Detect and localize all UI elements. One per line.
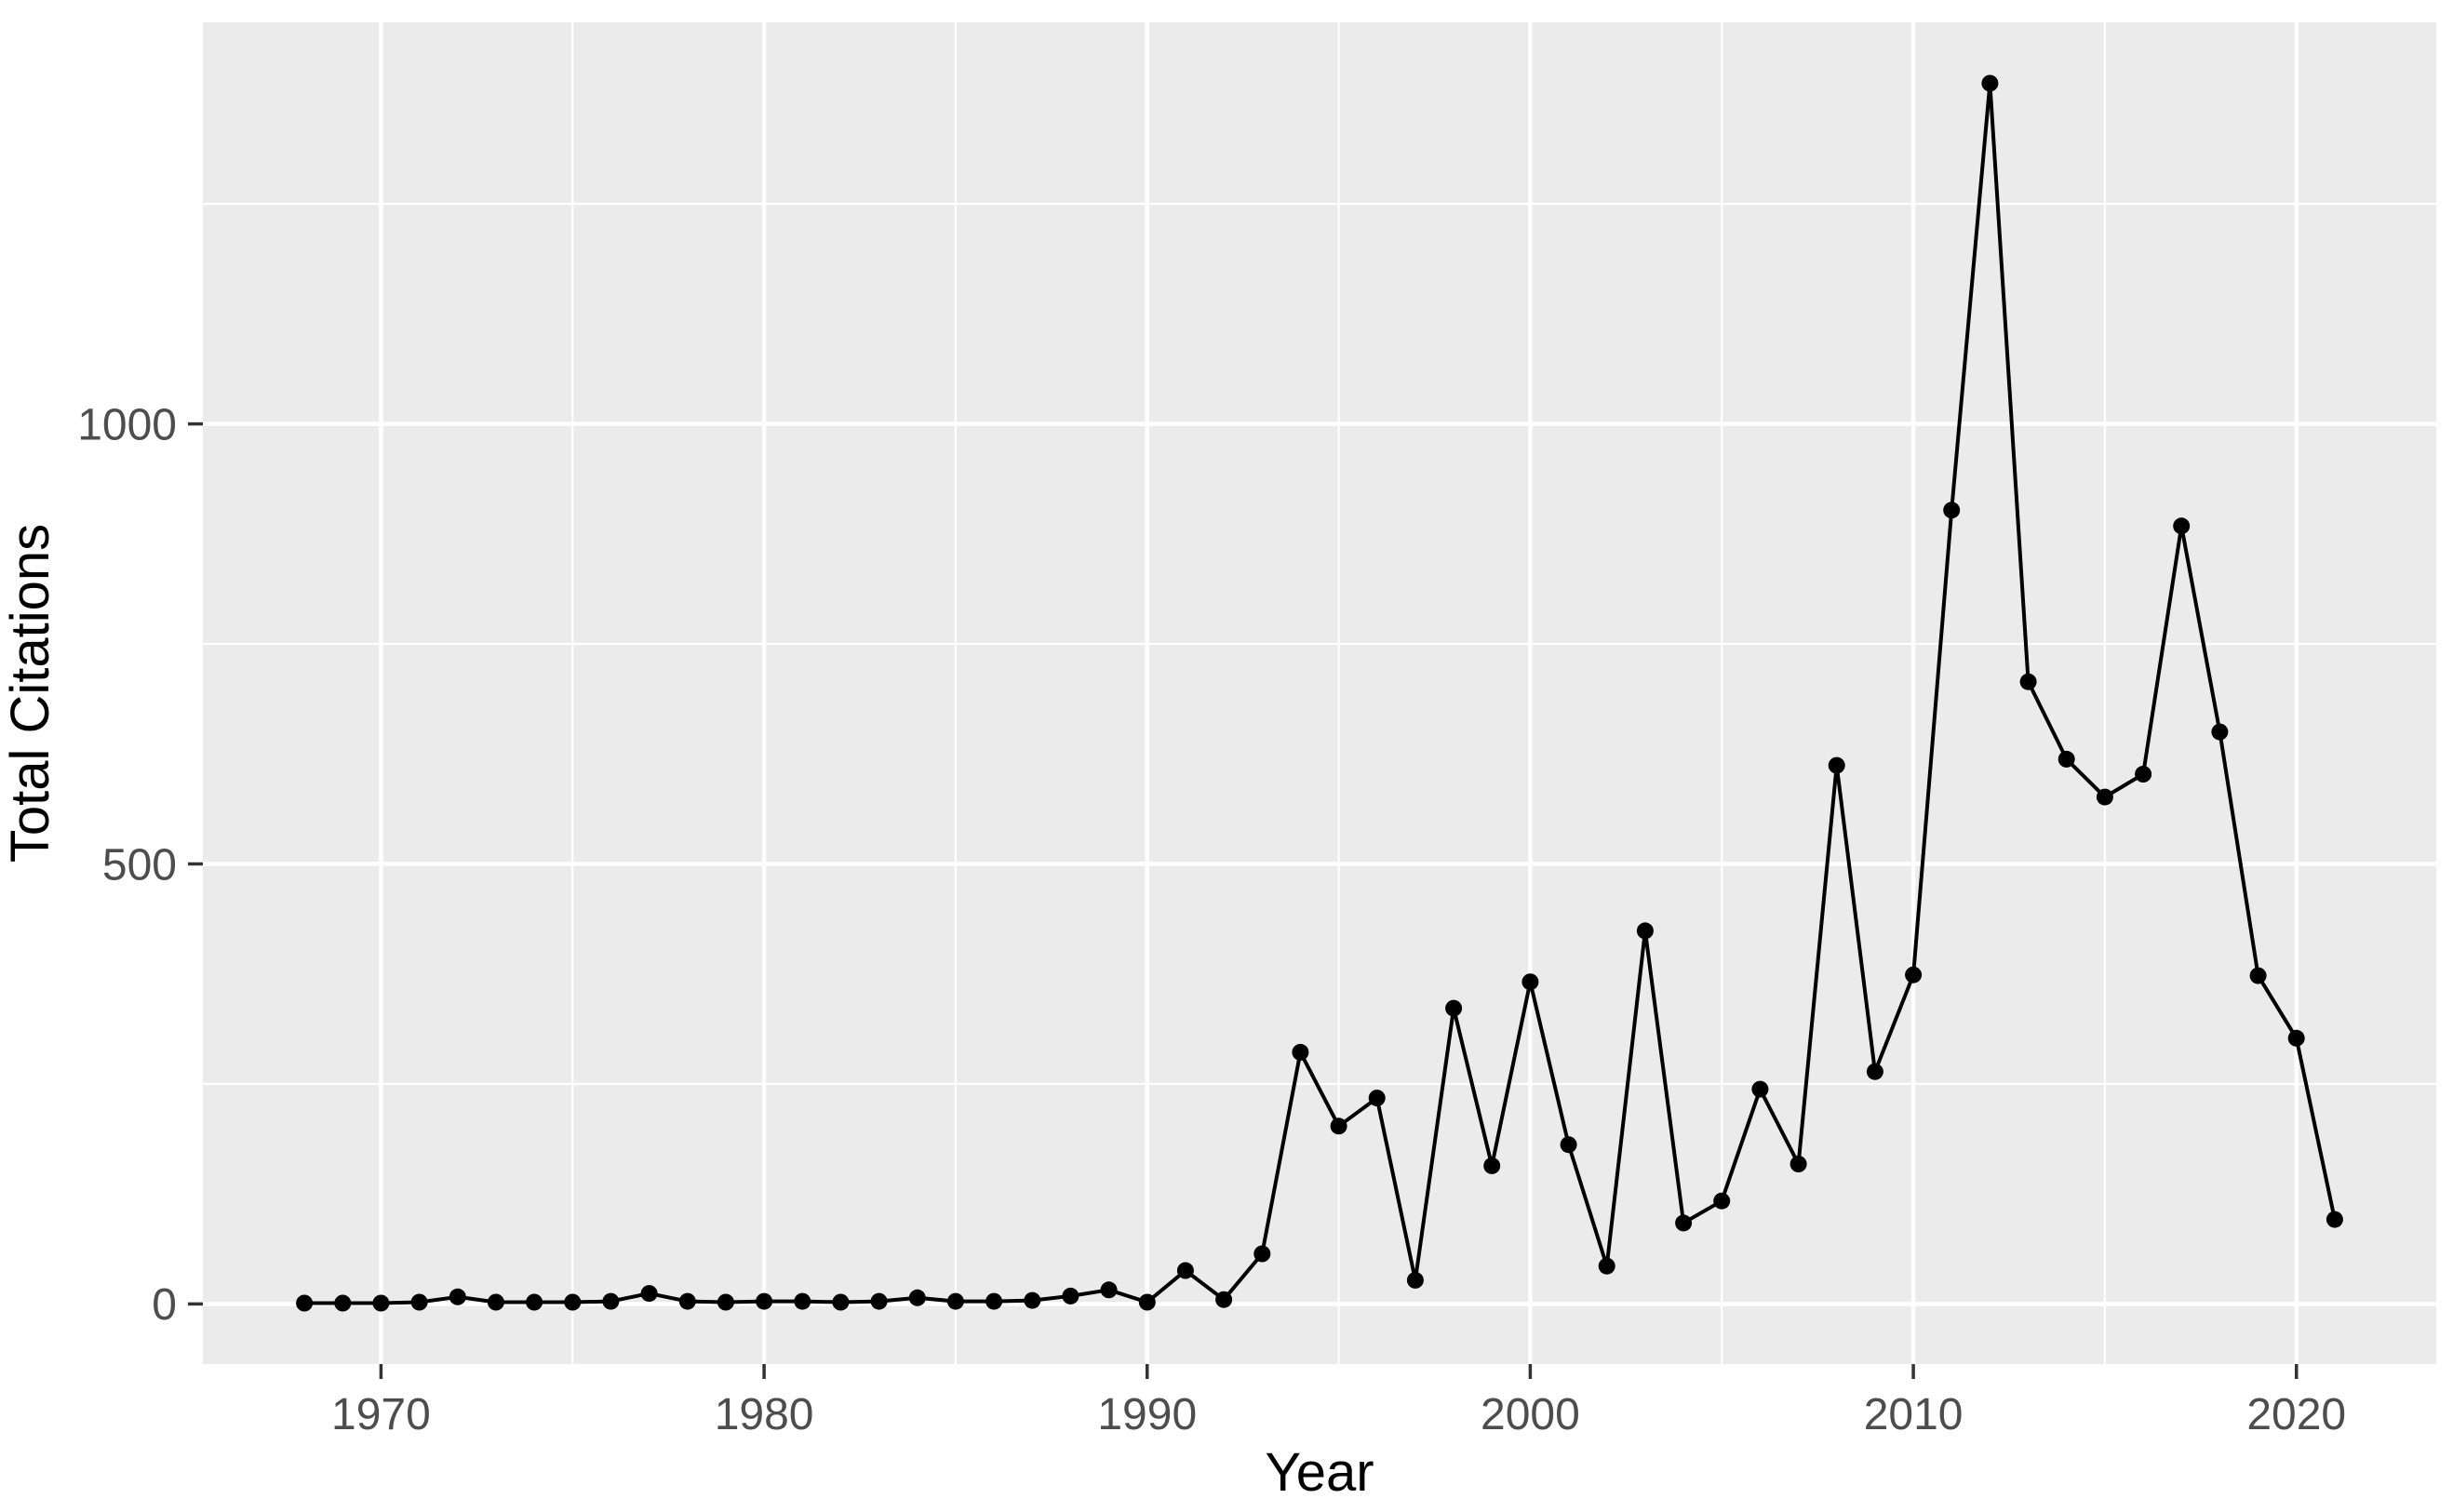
data-point [1751,1080,1769,1098]
y-tick-label: 1000 [77,400,177,449]
data-point [1905,966,1923,983]
x-axis-title: Year [1265,1442,1374,1503]
data-point [1215,1291,1233,1308]
data-point [1521,973,1539,991]
y-tick-label: 0 [152,1280,177,1330]
data-point [2249,967,2267,984]
minor-gridlines [203,22,2436,1364]
data-point [1406,1271,1424,1289]
major-gridlines [203,22,2436,1364]
data-point [1445,999,1463,1017]
data-point [564,1293,582,1311]
data-point [1368,1090,1386,1107]
data-point [1100,1281,1118,1299]
data-point [1176,1262,1194,1279]
tick-labels: 1970 1980 1990 2000 2010 2020 0 500 1000 [77,400,2346,1439]
data-point [756,1292,773,1310]
y-tick-label: 500 [102,840,177,890]
data-point [678,1292,696,1310]
x-tick-label: 2010 [1864,1390,1964,1439]
data-point [870,1292,888,1310]
x-tick-label: 1970 [331,1390,431,1439]
data-point [2326,1211,2343,1228]
data-point [372,1294,390,1312]
data-point [1789,1156,1807,1172]
data-point [1560,1136,1577,1154]
data-point [449,1288,466,1305]
x-tick-label: 2020 [2246,1390,2346,1439]
data-point [1981,74,1999,92]
chart-panel [203,22,2436,1364]
data-point [832,1293,850,1311]
series-layer [296,74,2343,1312]
data-point [985,1292,1003,1310]
data-point [2058,750,2075,768]
data-point [296,1294,314,1312]
data-point [1713,1192,1731,1210]
y-axis-title: Total Citations [0,524,60,863]
data-point [1675,1214,1693,1232]
data-point [1943,502,1961,519]
data-point [1866,1063,1883,1080]
data-point [640,1285,658,1303]
data-point [1138,1293,1156,1311]
data-point [487,1293,504,1311]
data-point [602,1292,620,1310]
data-point [2019,673,2037,690]
data-point [526,1293,543,1311]
chart-panel-layer [203,22,2436,1364]
data-point [1330,1117,1347,1135]
data-point [908,1289,926,1306]
data-point [794,1292,811,1310]
x-tick-label: 1980 [715,1390,814,1439]
tick-marks [188,421,2299,1379]
x-tick-label: 1990 [1097,1390,1197,1439]
data-point [1024,1291,1041,1309]
data-point [2096,788,2113,806]
data-point [2173,517,2191,535]
data-point [2135,766,2152,783]
data-point [1062,1287,1079,1305]
x-tick-label: 2000 [1481,1390,1580,1439]
data-point [2287,1029,2305,1047]
data-point [334,1294,352,1312]
data-point [1636,922,1654,940]
data-point [410,1293,428,1311]
data-point [1253,1245,1271,1263]
data-point [2211,723,2229,741]
data-point [1598,1257,1615,1275]
data-point [1483,1157,1501,1174]
data-point [1828,756,1845,774]
data-point [1292,1043,1309,1061]
data-point [946,1292,964,1310]
data-point [717,1293,734,1311]
